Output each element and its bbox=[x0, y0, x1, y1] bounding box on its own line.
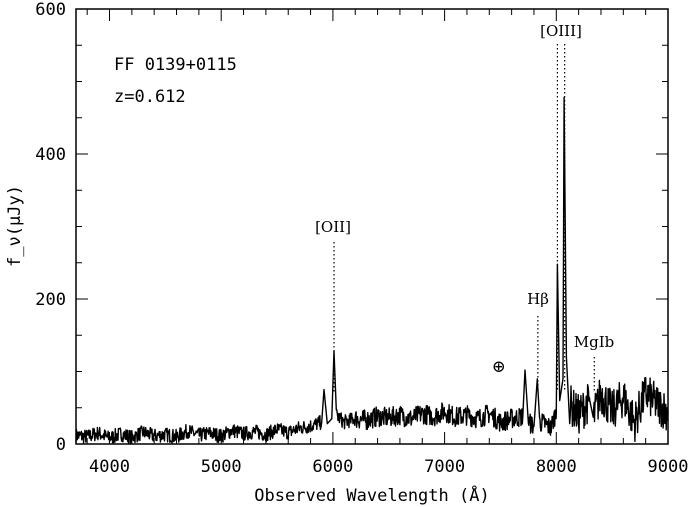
y-tick-label: 600 bbox=[35, 0, 66, 20]
x-tick-label: 7000 bbox=[424, 457, 465, 477]
spectrum-line bbox=[75, 96, 669, 445]
x-tick-label: 8000 bbox=[536, 457, 577, 477]
redshift-label: z=0.612 bbox=[114, 87, 186, 107]
oiii-label: [OIII] bbox=[540, 22, 582, 40]
x-tick-label: 6000 bbox=[312, 457, 353, 477]
line-label: Hβ bbox=[527, 290, 549, 308]
y-tick-label: 400 bbox=[35, 145, 66, 165]
x-tick-label: 4000 bbox=[89, 457, 130, 477]
line-label: [OII] bbox=[315, 218, 351, 236]
line-label: MgIb bbox=[574, 333, 615, 351]
object-name-label: FF 0139+0115 bbox=[114, 55, 237, 75]
x-tick-label: 9000 bbox=[648, 457, 689, 477]
y-tick-label: 0 bbox=[56, 435, 66, 455]
telluric-symbol-label: ⊕ bbox=[493, 354, 505, 378]
y-tick-label: 200 bbox=[35, 290, 66, 310]
y-axis-title: f_ν(μJy) bbox=[5, 185, 25, 267]
x-tick-label: 5000 bbox=[201, 457, 242, 477]
x-axis-title: Observed Wavelength (Å) bbox=[254, 484, 489, 506]
